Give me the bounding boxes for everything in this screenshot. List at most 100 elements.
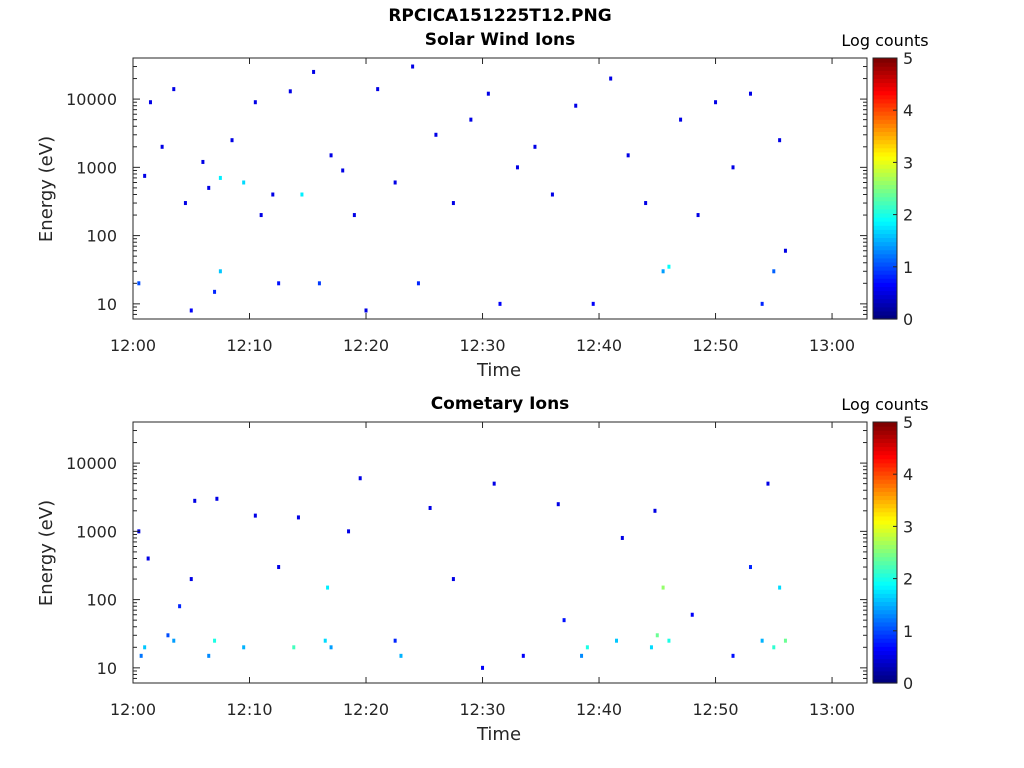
colorbar-segment [873,131,897,137]
data-cell [393,180,397,185]
data-cell [193,498,197,503]
colorbar-tick-label: 3 [903,517,913,536]
data-cell [183,201,187,206]
solar-wind-spectrogram: Energy (eV) Time 12:00 12:10 12:20 12:30 12:… [36,49,913,381]
colorbar-segment [873,172,897,177]
colorbar-segment [873,605,897,611]
colorbar-segment [873,159,897,165]
data-cell [230,138,234,143]
data-cell [317,281,321,286]
colorbar-segment [873,470,897,476]
colorbar-tick-label: 3 [903,153,913,172]
colorbar-tick-label: 4 [903,465,913,484]
y-tick-label: 1000 [76,158,117,177]
colorbar-segment [873,487,897,492]
colorbar-segment [873,585,897,590]
colorbar-segment [873,217,897,222]
data-cell [148,100,152,105]
colorbar-segment [873,536,897,541]
data-cell [580,653,584,658]
colorbar-segment [873,642,897,647]
data-cell [486,91,490,96]
colorbar-segment [873,621,897,627]
x-tick-label: 12:00 [110,700,156,719]
colorbar-segment [873,523,897,529]
colorbar-segment [873,70,897,75]
colorbar-segment [873,115,897,120]
colorbar-segment [873,678,897,684]
cometary-panel: Cometary Ions Log counts Energy (eV) Tim… [0,364,1024,745]
colorbar: 0 1 2 3 4 5 [872,413,913,693]
colorbar-segment [873,503,897,509]
solar-wind-panel: Solar Wind Ions Log counts Energy (eV) T… [0,0,1024,381]
data-cell [218,175,222,180]
colorbar-tick-label: 5 [903,413,913,432]
data-cell [772,269,776,274]
y-tick-label: 100 [86,227,117,246]
colorbar-segment [873,151,897,157]
x-tick-label: 12:30 [459,700,505,719]
data-cell [253,513,257,518]
colorbar-segment [873,82,897,88]
data-cell [277,565,281,570]
y-tick-label: 10000 [66,454,117,473]
data-cell [783,248,787,253]
x-tick-label: 12:10 [226,700,272,719]
data-cell [341,168,345,173]
data-cell [667,264,671,269]
data-cell [253,100,257,105]
colorbar-segment [873,629,897,635]
data-cell [644,201,648,206]
data-cell [626,153,630,158]
data-cell [300,192,304,197]
colorbar-segment [873,314,897,320]
x-tick-label: 12:40 [576,700,622,719]
y-tick-label: 1000 [76,522,117,541]
data-cell [207,653,211,658]
colorbar-segment [873,155,897,161]
colorbar-label: Log counts [841,395,929,414]
colorbar-segment [873,670,897,676]
data-cell [189,577,193,582]
colorbar-segment [873,507,897,513]
colorbar-segment [873,495,897,501]
data-cell [428,505,432,510]
colorbar-segment [873,208,897,214]
colorbar-segment [873,188,897,194]
colorbar-segment [873,662,897,668]
data-cell [172,87,176,92]
data-cell [358,476,362,481]
colorbar-segment [873,519,897,525]
colorbar-segment [873,515,897,521]
data-cell [591,301,595,306]
colorbar-segment [873,426,897,431]
data-cell [323,638,327,643]
data-cell [667,638,671,643]
y-tick-label: 10 [97,295,117,314]
colorbar-segment [873,265,897,271]
colorbar-segment [873,593,897,598]
data-cell [451,577,455,582]
data-cell [160,144,164,149]
colorbar-segment [873,241,897,247]
data-cell [550,192,554,197]
colorbar-segment [873,184,897,190]
data-cell [376,87,380,92]
colorbar-segment [873,221,897,226]
colorbar-segment [873,499,897,505]
data-cell [172,638,176,643]
data-cell [556,502,560,507]
x-tick-label: 13:00 [809,336,855,355]
data-cell [521,653,525,658]
x-tick-label: 12:30 [459,336,505,355]
data-cell [690,612,694,617]
colorbar-segment [873,422,897,427]
colorbar-segment [873,298,897,304]
colorbar-segment [873,430,897,435]
data-cell [146,556,150,561]
colorbar-segment [873,434,897,439]
colorbar-segment [873,466,897,472]
data-cell [661,585,665,590]
colorbar-segment [873,544,897,550]
data-cell [292,645,296,650]
